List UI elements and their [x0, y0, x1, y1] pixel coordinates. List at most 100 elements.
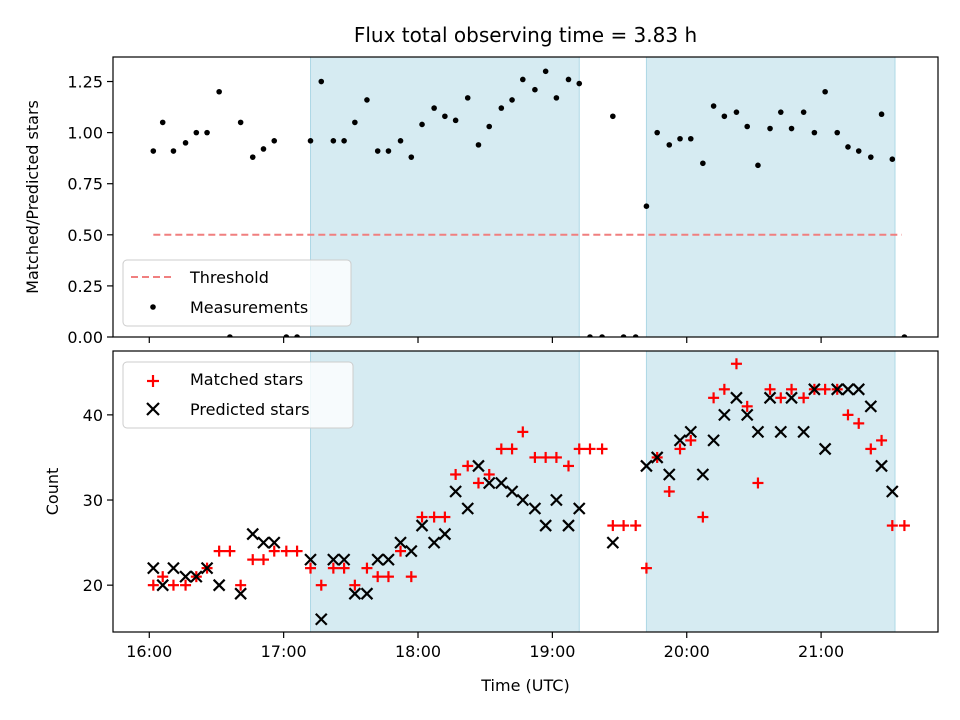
data-point: [818, 442, 832, 456]
data-point: [327, 553, 340, 566]
data-point: [193, 129, 200, 136]
data-point-d2: [606, 536, 620, 549]
x-tick-label: 19:00: [529, 642, 575, 661]
data-point: [901, 334, 908, 337]
data-point: [498, 105, 505, 111]
data-point: [697, 511, 709, 523]
data-point: [224, 545, 236, 557]
data-point: [408, 154, 415, 160]
y-tick-label: 0.50: [67, 226, 103, 245]
data-point: [767, 125, 773, 132]
data-point: [304, 553, 317, 566]
data-point: [841, 383, 855, 396]
data-point: [486, 123, 493, 130]
data-point: [449, 485, 462, 498]
data-point: [307, 137, 314, 144]
data-point: [234, 587, 247, 600]
data-point: [640, 459, 653, 473]
data-point: [853, 417, 865, 429]
data-point: [180, 579, 192, 591]
data-point: [315, 579, 327, 591]
data-point-d2: [852, 383, 866, 396]
data-point-d2: [650, 451, 664, 464]
data-point: [227, 334, 233, 337]
data-point: [553, 95, 560, 101]
data-point-d2: [673, 434, 687, 447]
data-point: [540, 451, 552, 463]
data-point-d2: [841, 383, 855, 396]
data-point: [630, 520, 642, 532]
data-point: [855, 148, 862, 154]
data-point-d2: [337, 553, 351, 566]
data-point: [620, 334, 627, 337]
data-point-d2: [200, 561, 214, 575]
data-point: [673, 434, 687, 447]
data-point-d2: [886, 485, 899, 498]
data-point: [505, 485, 519, 498]
data-point-d2: [808, 383, 821, 396]
data-point: [327, 562, 339, 574]
y-tick-label: 1.25: [67, 73, 103, 92]
data-point: [654, 129, 660, 136]
data-point-d2: [327, 553, 340, 566]
data-point: [599, 334, 605, 337]
legend-matched-swatch: [147, 375, 159, 387]
data-point: [156, 578, 169, 592]
data-point: [395, 545, 407, 557]
data-point: [842, 409, 854, 421]
data-point: [442, 113, 448, 120]
data-point: [337, 553, 351, 566]
data-point: [204, 129, 210, 136]
data-point: [864, 400, 878, 413]
data-point-d2: [495, 476, 508, 490]
legend: Matched stars Predicted stars: [122, 361, 354, 429]
legend-box: [122, 259, 352, 327]
data-point: [405, 544, 418, 558]
data-point: [666, 142, 673, 148]
data-point: [394, 536, 407, 549]
y-tick-label: 0.00: [67, 328, 103, 347]
data-point: [755, 162, 761, 169]
data-point-d2: [707, 434, 720, 447]
top-panel: 0.00 0.25 0.50 0.75 1.00 1.25 Matched/Predicte…: [23, 23, 939, 347]
data-point: [374, 148, 381, 154]
data-point-d2: [662, 468, 676, 481]
data-point: [213, 545, 225, 557]
data-point: [464, 95, 471, 101]
data-point: [763, 391, 777, 405]
data-point-d2: [740, 408, 754, 422]
data-point-d2: [785, 391, 798, 405]
data-point-d2: [267, 536, 281, 549]
data-point: [330, 137, 337, 144]
data-point: [506, 443, 518, 455]
legend: Threshold Measurements: [122, 259, 352, 327]
y-tick-label: 0.25: [67, 277, 103, 296]
data-point: [159, 119, 166, 126]
data-point: [529, 451, 541, 463]
data-point: [305, 562, 317, 574]
data-point: [314, 612, 328, 626]
y-axis-title: Matched/Predicted stars: [23, 100, 42, 294]
data-point: [775, 392, 787, 404]
data-point-d2: [360, 587, 374, 600]
y-tick-label: 1.00: [67, 124, 103, 143]
data-point: [385, 148, 392, 154]
legend-matched-label: Matched stars: [190, 370, 303, 389]
chart-title: Flux total observing time = 3.83 h: [354, 23, 697, 47]
data-point-d2: [190, 570, 203, 583]
data-point: [267, 536, 281, 549]
plot-frame: [112, 350, 939, 633]
data-point: [643, 203, 650, 209]
data-point: [475, 142, 482, 148]
data-point: [516, 493, 530, 507]
data-point: [674, 443, 686, 455]
data-point: [150, 148, 157, 154]
data-point: [291, 545, 303, 557]
data-point: [405, 571, 417, 583]
data-point: [190, 570, 203, 583]
data-point-d2: [718, 408, 731, 422]
data-point: [730, 358, 742, 370]
data-point: [428, 511, 440, 523]
data-point: [427, 536, 441, 549]
data-point: [216, 88, 222, 95]
